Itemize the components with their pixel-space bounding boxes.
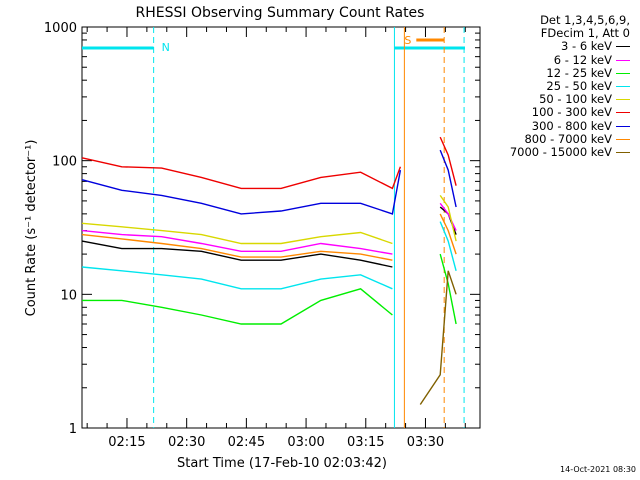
legend-swatch xyxy=(616,59,630,61)
chart-title: RHESSI Observing Summary Count Rates xyxy=(136,5,425,21)
legend: Det 1,3,4,5,6,9, FDecim 1, Att 0 3 - 6 k… xyxy=(510,13,630,159)
legend-entry: 25 - 50 keV xyxy=(510,79,630,94)
y-tick-label: 1000 xyxy=(44,21,77,36)
x-tick-label: 03:00 xyxy=(287,435,324,450)
series-line-3 xyxy=(81,266,393,290)
legend-entry: 12 - 25 keV xyxy=(510,65,630,80)
x-axis-label: Start Time (17-Feb-10 02:03:42) xyxy=(177,456,387,471)
legend-swatch xyxy=(616,46,630,48)
legend-swatch xyxy=(616,152,630,154)
series-line-6 xyxy=(439,149,457,208)
legend-entry-label: 800 - 7000 keV xyxy=(524,131,612,146)
x-tick-label: 03:30 xyxy=(407,435,444,450)
legend-entry: 7000 - 15000 keV xyxy=(509,145,630,160)
series-line-8 xyxy=(419,270,457,405)
legend-items: 3 - 6 keV 6 - 12 keV 12 - 25 keV 25 - 50 ke… xyxy=(510,40,630,159)
legend-entry-label: 300 - 800 keV xyxy=(531,118,612,133)
plot-area: 1 10 100 1000 02:15 02:30 02:45 03:00 03:15 03:30… xyxy=(44,21,481,450)
night-label: N xyxy=(162,41,170,54)
legend-entry-label: 3 - 6 keV xyxy=(561,39,612,54)
legend-entry: 3 - 6 keV xyxy=(510,40,630,53)
legend-header-line-1: Det 1,3,4,5,6,9, xyxy=(540,13,630,27)
y-tick-label: 100 xyxy=(52,155,77,170)
legend-swatch xyxy=(616,138,630,140)
series-line-5 xyxy=(439,136,457,186)
series-line-0 xyxy=(81,240,393,268)
legend-entry-label: 7000 - 15000 keV xyxy=(509,145,612,160)
legend-entry-label: 12 - 25 keV xyxy=(546,65,612,80)
saa-label: S xyxy=(404,34,411,47)
legend-swatch xyxy=(616,125,630,127)
series-line-4 xyxy=(81,222,393,245)
footer-date: 14-Oct-2021 08:30 xyxy=(560,465,636,474)
series-line-2 xyxy=(439,253,457,325)
series-line-1 xyxy=(439,202,457,231)
x-tick-label: 02:45 xyxy=(228,435,265,450)
legend-entry: 300 - 800 keV xyxy=(510,118,630,133)
series-line-3 xyxy=(439,221,457,271)
legend-swatch xyxy=(616,86,630,88)
y-tick-label: 1 xyxy=(69,422,77,437)
x-tick-label: 02:30 xyxy=(168,435,205,450)
legend-swatch xyxy=(616,99,630,101)
series-line-2 xyxy=(82,288,393,325)
legend-entry: 6 - 12 keV xyxy=(510,52,630,67)
legend-swatch xyxy=(616,112,630,114)
series-line-5 xyxy=(81,157,402,190)
legend-entry-label: 100 - 300 keV xyxy=(531,105,612,120)
y-axis-label: Count Rate (s⁻¹ detector⁻¹) xyxy=(24,140,39,317)
legend-entry-label: 6 - 12 keV xyxy=(553,52,612,67)
legend-entry-label: 25 - 50 keV xyxy=(546,79,612,94)
x-tick-label: 02:15 xyxy=(108,435,145,450)
legend-entry-label: 50 - 100 keV xyxy=(539,92,612,107)
legend-entry: 50 - 100 keV xyxy=(510,93,630,106)
series-line-4 xyxy=(439,195,457,242)
legend-entry: 800 - 7000 keV xyxy=(510,131,630,146)
series-line-1 xyxy=(81,229,393,255)
y-tick-label: 10 xyxy=(60,288,77,303)
plot-frame xyxy=(81,26,481,429)
series-line-7 xyxy=(439,213,457,255)
series-line-6 xyxy=(81,169,402,215)
x-tick-label: 03:15 xyxy=(347,435,384,450)
legend-header-line-2: FDecim 1, Att 0 xyxy=(540,26,630,41)
legend-entry: 100 - 300 keV xyxy=(510,106,630,119)
legend-swatch xyxy=(616,72,630,74)
series-line-7 xyxy=(81,233,393,261)
